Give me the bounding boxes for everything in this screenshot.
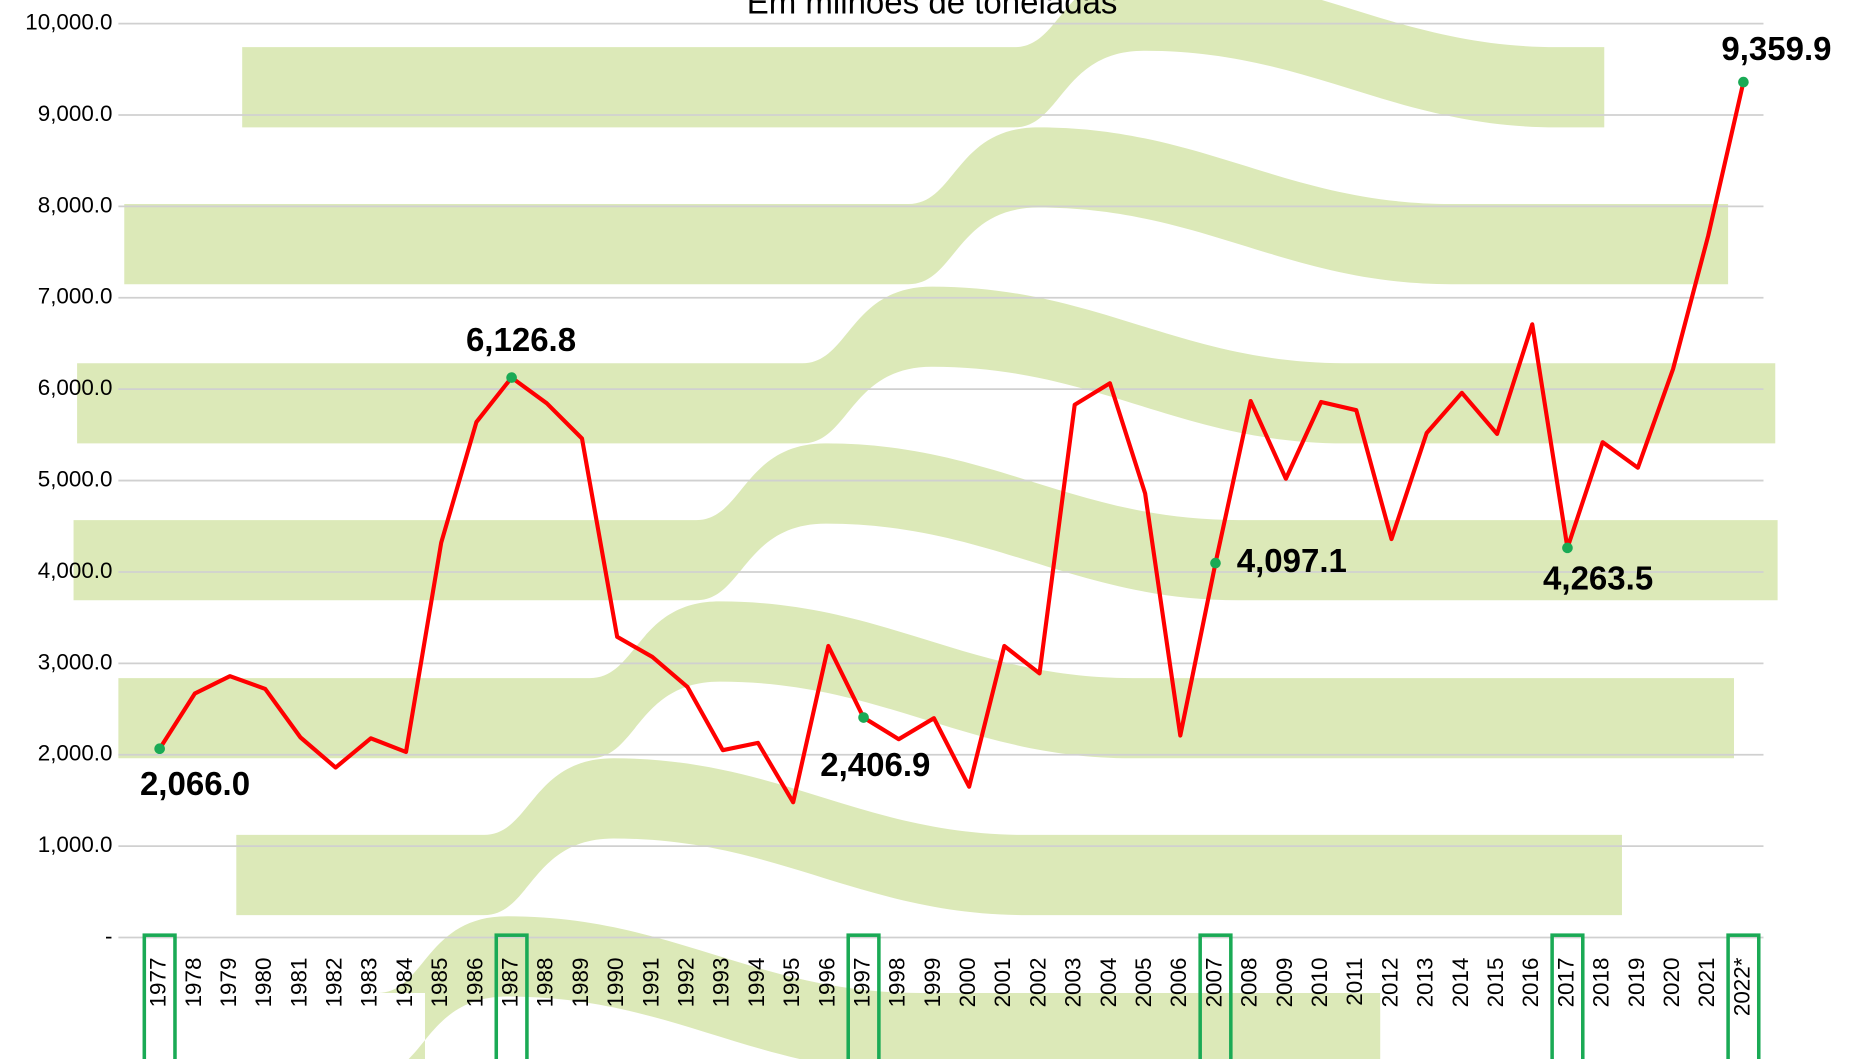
data-label: 9,359.9 [1721,30,1831,67]
x-tick-label: 1983 [357,958,382,1008]
y-tick-label: 6,000.0 [38,375,113,400]
x-tick-label: 1985 [427,958,452,1008]
band [77,286,1776,444]
x-tick-label: 1986 [462,958,487,1008]
x-tick-label: 1991 [638,958,663,1008]
band [242,0,1605,128]
y-tick-label: 3,000.0 [38,649,113,674]
band [73,443,1778,601]
x-tick-label: 1978 [181,958,206,1008]
highlight-box [1550,933,1585,1059]
y-tick-label: 5,000.0 [38,466,113,491]
y-tick-label: 8,000.0 [38,192,113,217]
x-tick-label: 2021 [1694,958,1719,1008]
x-tick-label: 2022* [1729,957,1754,1016]
band [377,916,1381,1059]
x-tick-label: 2017 [1553,958,1578,1008]
data-label: 4,097.1 [1237,542,1347,579]
x-tick-label: 2013 [1413,958,1438,1008]
y-tick-label: 10,000.0 [25,10,112,35]
y-tick-label: 2,000.0 [38,741,113,766]
data-label: 2,406.9 [820,746,930,783]
x-tick-label: 2009 [1272,958,1297,1008]
marker [1210,557,1221,569]
y-tick-label: 4,000.0 [38,558,113,583]
x-tick-label: 2011 [1342,958,1367,1006]
y-tick-label: 7,000.0 [38,284,113,309]
x-tick-label: 1987 [498,958,523,1008]
x-tick-label: 2015 [1483,958,1508,1008]
x-tick-label: 2005 [1131,958,1156,1008]
x-tick-label: 2000 [955,958,980,1008]
highlight-box [846,933,881,1059]
x-tick-label: 2018 [1589,958,1614,1008]
x-tick-label: 2006 [1166,958,1191,1008]
x-tick-label: 2001 [990,958,1015,1008]
chart-title: Em milhões de toneladas [747,0,1118,20]
x-tick-label: 1995 [779,958,804,1008]
highlight-box [494,933,529,1059]
data-label: 6,126.8 [466,321,576,358]
marker [506,372,517,383]
band [118,601,1734,759]
highlight-box [1726,933,1761,1059]
x-tick-label: 2016 [1518,958,1543,1008]
marker [1738,76,1749,88]
x-tick-label: 1979 [216,958,241,1008]
x-tick-label: 1996 [814,958,839,1008]
x-tick-label: 1992 [673,958,698,1008]
data-label: 2,066.0 [140,765,250,802]
x-tick-label: 2014 [1448,958,1473,1008]
x-tick-label: 2007 [1201,958,1226,1008]
x-tick-label: 1977 [146,958,171,1008]
x-tick-label: 2002 [1025,958,1050,1008]
x-tick-label: 1997 [849,958,874,1008]
data-label: 4,263.5 [1543,560,1653,597]
x-tick-label: 1989 [568,958,593,1008]
marker [154,743,165,755]
x-tick-label: 1998 [885,958,910,1008]
x-tick-label: 2004 [1096,958,1121,1008]
x-tick-label: 1994 [744,958,769,1008]
x-tick-label: 1988 [533,958,558,1008]
x-tick-label: 2012 [1377,958,1402,1008]
x-tick-label: 1980 [251,958,276,1008]
x-tick-label: 2008 [1237,958,1262,1008]
x-tick-label: 1982 [322,958,347,1008]
x-tick-label: 1990 [603,958,628,1008]
marker [1562,542,1573,554]
x-tick-label: 1999 [920,958,945,1008]
x-tick-label: 2003 [1061,958,1086,1008]
background-decoration [73,0,1778,1059]
highlight-box [1198,933,1233,1059]
x-tick-label: 1981 [286,958,311,1008]
marker [858,712,869,723]
y-tick-label: 1,000.0 [38,832,113,857]
x-tick-label: 2010 [1307,958,1332,1008]
y-tick-label: - [105,923,112,948]
y-tick-label: 9,000.0 [38,101,113,126]
x-tick-label: 1984 [392,958,417,1008]
x-tick-label: 2019 [1624,958,1649,1008]
highlight-box [142,933,177,1059]
x-tick-label: 1993 [709,958,734,1008]
band [236,758,1622,916]
x-tick-label: 2020 [1659,958,1684,1008]
line [157,81,1746,805]
